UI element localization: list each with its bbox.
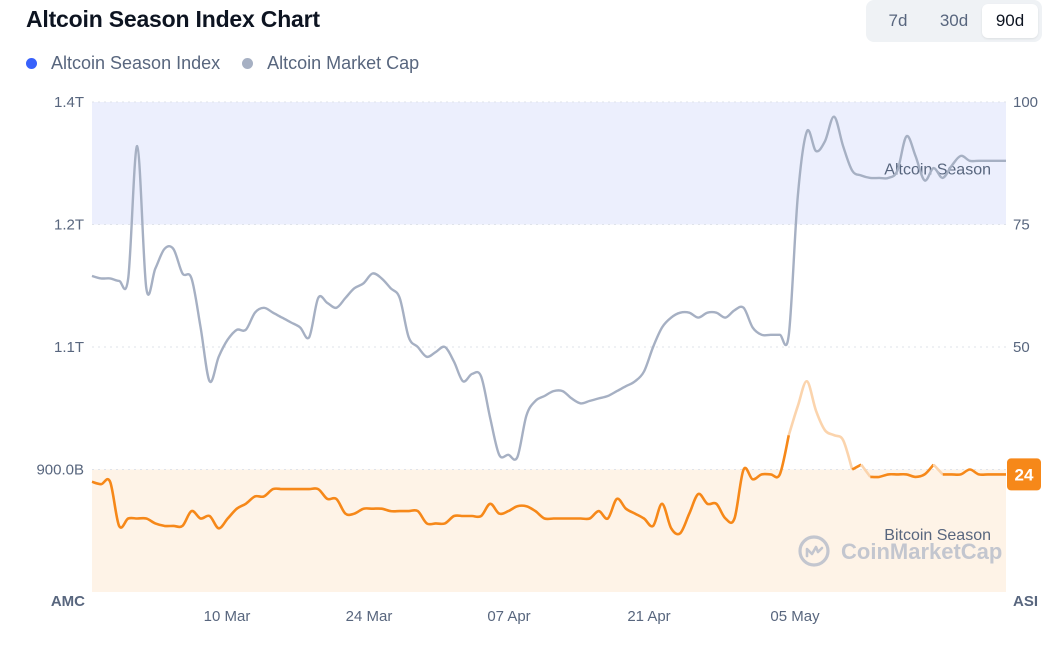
left-tick-label: 900.0B <box>36 462 84 479</box>
right-axis-title: ASI <box>1013 593 1038 610</box>
altcoin-season-zone <box>92 102 1006 225</box>
legend-label-market-cap: Altcoin Market Cap <box>267 53 420 73</box>
current-value-text: 24 <box>1015 465 1034 484</box>
legend-dot-index <box>26 58 37 69</box>
market-cap-line <box>91 115 1006 461</box>
bitcoin-season-zone <box>92 469 1006 592</box>
bitcoin-season-label: Bitcoin Season <box>884 527 991 544</box>
index-line-segment-high <box>932 463 944 476</box>
index-line-segment-high <box>860 463 872 478</box>
left-tick-label: 1.4T <box>54 94 84 111</box>
legend-item-market-cap[interactable]: Altcoin Market Cap <box>242 53 419 74</box>
x-tick-label: 21 Apr <box>627 608 670 625</box>
x-tick-label: 07 Apr <box>487 608 530 625</box>
index-line-segment-high <box>787 380 854 470</box>
x-tick-label: 05 May <box>770 608 820 625</box>
right-tick-label: 50 <box>1013 339 1030 356</box>
watermark-text: CoinMarketCap <box>841 539 1002 564</box>
x-tick-label: 24 Mar <box>346 608 393 625</box>
legend-item-index[interactable]: Altcoin Season Index <box>26 53 220 74</box>
index-line-segment <box>851 463 862 471</box>
coinmarketcap-logo-icon <box>798 535 830 567</box>
current-value-badge: 24 <box>1007 458 1041 491</box>
index-line-segment <box>942 468 1007 477</box>
left-axis-title: AMC <box>51 593 85 610</box>
altcoin-season-label: Altcoin Season <box>884 162 991 179</box>
left-tick-label: 1.2T <box>54 217 84 234</box>
left-tick-label: 1.1T <box>54 339 84 356</box>
legend-dot-market-cap <box>242 58 254 69</box>
x-tick-label: 10 Mar <box>204 608 251 625</box>
right-tick-label: 75 <box>1013 217 1030 234</box>
range-30d-button[interactable]: 30d <box>939 11 969 30</box>
chart-legend: Altcoin Season Index Altcoin Market Cap <box>26 53 441 74</box>
coinmarketcap-watermark: CoinMarketCap <box>798 535 1002 567</box>
range-90d-button[interactable]: 90d <box>982 4 1038 38</box>
range-7d-button[interactable]: 7d <box>888 11 908 30</box>
right-tick-label: 100 <box>1013 94 1038 111</box>
chart-title: Altcoin Season Index Chart <box>26 6 320 32</box>
index-line-segment <box>91 434 791 536</box>
range-toggle: 7d 30d 90d <box>866 0 1042 42</box>
index-line-segment <box>870 463 935 479</box>
legend-label-index: Altcoin Season Index <box>51 53 221 73</box>
